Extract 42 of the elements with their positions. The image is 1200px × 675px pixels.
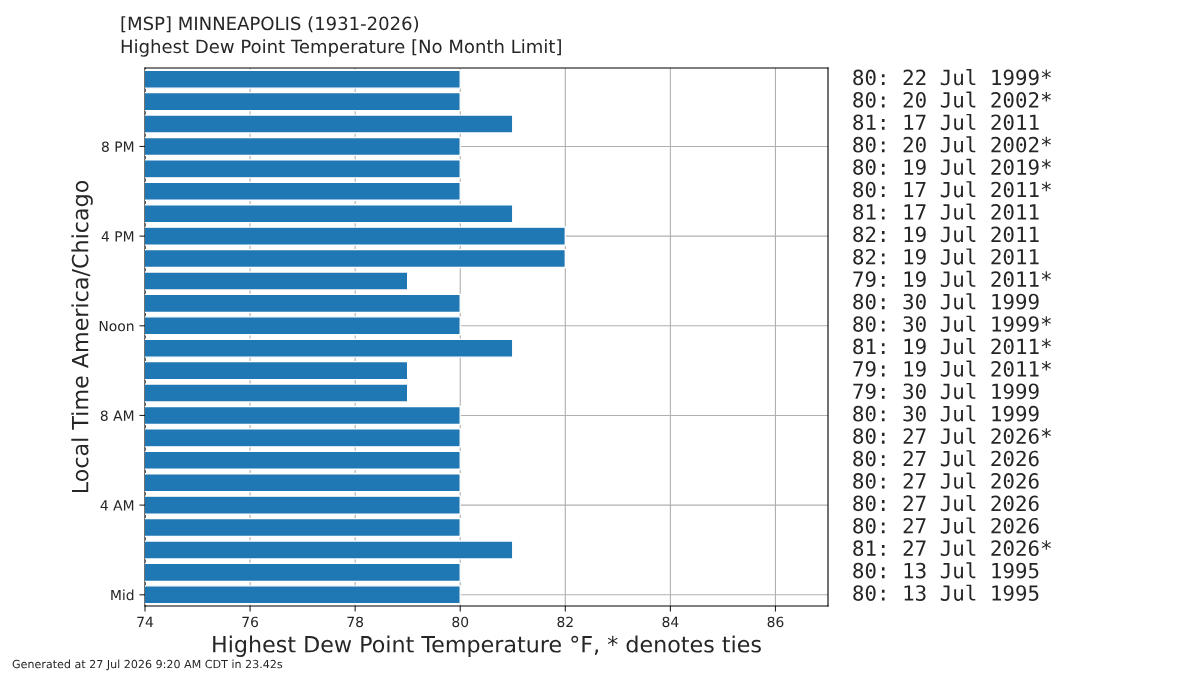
y-tick-label: 8 PM	[101, 141, 134, 152]
y-tick-label: 4 AM	[100, 500, 134, 511]
text: 82: 19 Jul 2011	[853, 248, 1039, 265]
y-tick-label: 4 PM	[101, 231, 134, 242]
text: 80: 27 Jul 2026	[853, 517, 1039, 534]
text: 80: 27 Jul 2026	[853, 450, 1039, 467]
text: 81: 17 Jul 2011	[853, 203, 1039, 220]
chart-subtitle: Highest Dew Point Temperature [No Month Limit]	[121, 39, 561, 57]
text: 80: 27 Jul 2026	[853, 494, 1039, 512]
x-axis-title: Highest Dew Point Temperature °F, * denotes ties	[213, 635, 761, 657]
text: 80: 13 Jul 1995	[853, 584, 1039, 601]
text: 81: 19 Jul 2011*	[853, 338, 1051, 355]
chart-title: [MSP] MINNEAPOLIS (1931-2026)	[121, 16, 419, 33]
text: 80: 30 Jul 1999	[853, 293, 1039, 310]
text: 82: 19 Jul 2011	[853, 225, 1039, 243]
text: 80: 27 Jul 2026	[853, 472, 1039, 489]
y-tick-label: 8 AM	[100, 410, 134, 421]
text: 79: 19 Jul 2011*	[853, 360, 1051, 377]
y-tick-label: Mid	[111, 589, 134, 601]
x-tick-label: 78	[347, 616, 364, 628]
x-tick-label: 80	[452, 616, 469, 628]
x-tick-label: 84	[662, 616, 679, 628]
text: 81: 27 Jul 2026*	[853, 539, 1051, 557]
y-axis-title: Local Time America/Chicago	[71, 180, 93, 493]
text: 80: 17 Jul 2011*	[853, 181, 1051, 198]
text: 81: 17 Jul 2011	[853, 113, 1039, 131]
text: 80: 13 Jul 1995	[853, 562, 1039, 579]
text: 80: 22 Jul 1999*	[853, 69, 1051, 86]
y-tick-label: Noon	[99, 320, 134, 332]
x-tick-label: 74	[137, 616, 154, 627]
text: 80: 20 Jul 2002*	[853, 136, 1051, 153]
text: 79: 19 Jul 2011*	[853, 270, 1051, 288]
text: 80: 19 Jul 2019*	[853, 158, 1051, 175]
text: 80: 30 Jul 1999	[853, 405, 1039, 422]
x-tick-label: 86	[767, 616, 784, 628]
text: Generated at 27 Jul 2026 9:20 AM CDT in 23.42s	[12, 659, 283, 671]
text: 79: 30 Jul 1999	[853, 382, 1039, 400]
x-tick-label: 76	[242, 616, 259, 628]
x-tick-label: 82	[557, 616, 573, 628]
text: 80: 30 Jul 1999*	[853, 315, 1051, 332]
text: 80: 27 Jul 2026*	[853, 427, 1051, 444]
text: 80: 20 Jul 2002*	[853, 91, 1051, 108]
